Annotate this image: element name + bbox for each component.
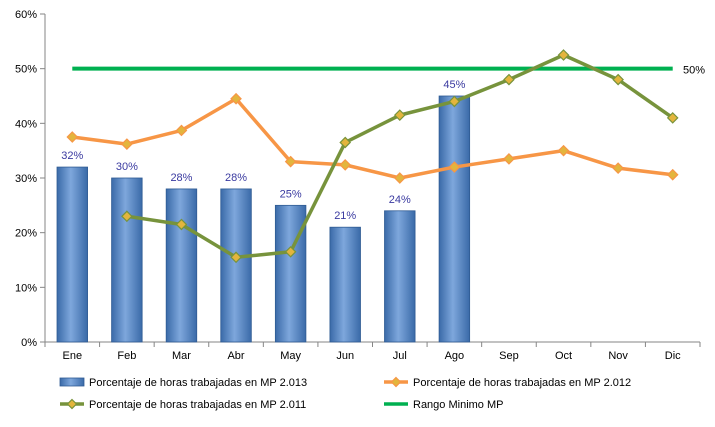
x-tick-label: Ago	[445, 350, 465, 362]
series-point	[612, 73, 624, 86]
series-point	[448, 161, 461, 173]
series-point	[66, 131, 79, 143]
x-tick-label: May	[280, 350, 301, 362]
data-label: 21%	[334, 210, 356, 222]
series-point	[393, 172, 406, 184]
series-point	[339, 136, 352, 149]
x-tick-label: Nov	[608, 350, 628, 362]
series-point	[284, 155, 297, 168]
bar	[56, 166, 88, 343]
legend-label: Porcentaje de horas trabajadas en MP 2.0…	[89, 377, 307, 389]
series-point	[121, 210, 133, 223]
x-tick-label: Feb	[117, 350, 136, 362]
series-point	[666, 112, 679, 124]
series-line	[72, 96, 673, 180]
x-axis: Ene Feb Mar Abr May Jun Jul Ago Sep Oct Nov Dic	[44, 341, 701, 362]
series-point	[557, 144, 570, 157]
x-tick-label: Mar	[172, 350, 191, 362]
series-point	[175, 124, 188, 137]
series-point	[612, 162, 624, 175]
y-axis: 0% 10% 20% 30% 40% 50% 60%	[15, 9, 46, 349]
y-tick-label: 20%	[15, 228, 37, 240]
bar	[220, 188, 252, 343]
legend-label: Porcentaje de horas trabajadas en MP 2.0…	[89, 399, 306, 411]
x-tick-label: Sep	[499, 350, 519, 362]
legend-label: Porcentaje de horas trabajadas en MP 2.0…	[413, 377, 631, 389]
series-point	[503, 153, 515, 165]
x-tick-label: Jun	[336, 350, 354, 362]
x-tick-label: Dic	[665, 350, 681, 362]
bar	[438, 95, 471, 343]
data-label: 24%	[389, 194, 411, 206]
series-point	[230, 92, 242, 105]
series-point	[666, 168, 679, 181]
series-point	[339, 159, 352, 171]
y-tick-label: 50%	[15, 64, 37, 76]
y-tick-label: 10%	[15, 282, 37, 294]
data-label: 25%	[280, 188, 302, 200]
bar-series	[56, 95, 471, 343]
y-tick-label: 0%	[21, 337, 37, 349]
series-point	[393, 109, 406, 121]
x-tick-label: Oct	[555, 350, 572, 362]
series-point	[230, 251, 242, 264]
bar	[384, 210, 416, 343]
legend-swatch	[59, 377, 85, 387]
y-tick-label: 60%	[15, 9, 37, 21]
x-tick-label: Abr	[227, 350, 244, 362]
legend: Porcentaje de horas trabajadas en MP 2.0…	[59, 376, 631, 411]
data-label: 30%	[116, 161, 138, 173]
x-tick-label: Ene	[63, 350, 83, 362]
line-series	[66, 49, 679, 264]
reference-line-label: 50%	[683, 65, 705, 77]
data-label: 28%	[225, 172, 247, 184]
bar	[329, 226, 361, 343]
legend-marker	[66, 398, 78, 410]
series-point	[448, 95, 461, 108]
y-tick-label: 40%	[15, 118, 37, 130]
bar	[111, 177, 143, 343]
bar	[274, 204, 307, 343]
legend-marker	[390, 376, 402, 388]
data-label: 32%	[61, 150, 83, 162]
series-point	[121, 138, 133, 150]
data-label: 45%	[443, 79, 465, 91]
x-tick-label: Jul	[393, 350, 407, 362]
series-point	[175, 218, 188, 231]
data-labels: 32% 30% 28% 28% 25% 21% 24% 45%	[61, 79, 465, 222]
series-point	[284, 245, 297, 258]
legend-label: Rango Minimo MP	[413, 399, 503, 411]
series-point	[557, 49, 570, 61]
series-point	[503, 73, 515, 86]
data-label: 28%	[170, 172, 192, 184]
bar	[165, 188, 198, 343]
y-tick-label: 30%	[15, 173, 37, 185]
reference-line-series: 50%	[72, 65, 705, 77]
